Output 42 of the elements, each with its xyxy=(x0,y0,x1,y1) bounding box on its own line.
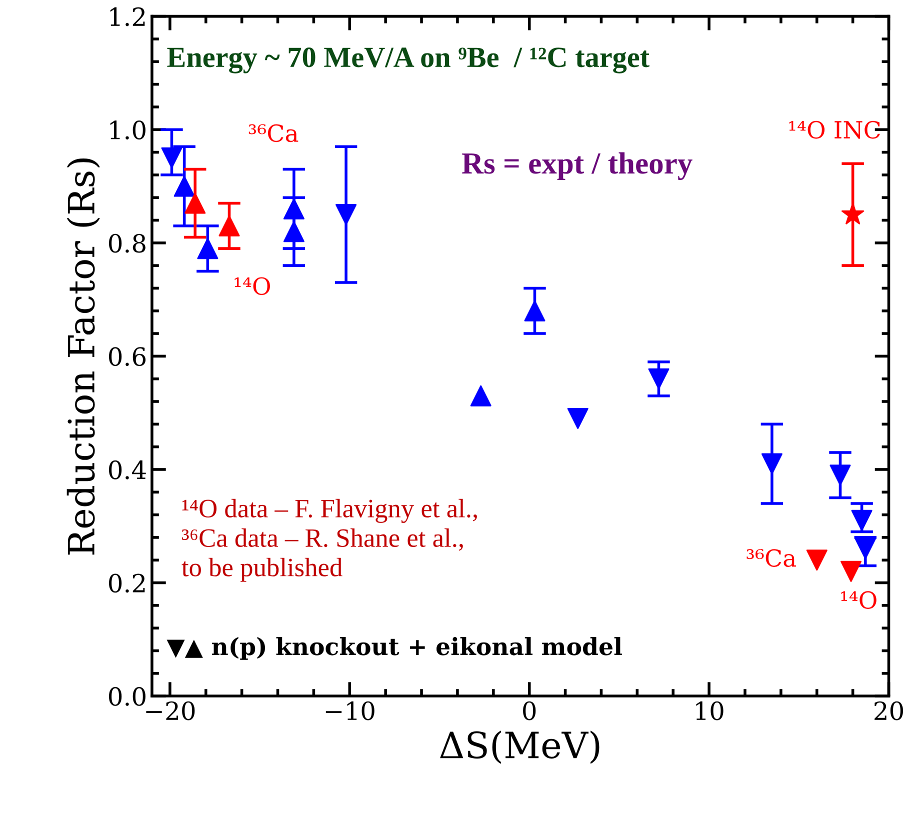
y-tick-label: 0.4 xyxy=(108,460,146,480)
annotation: ³⁶Ca xyxy=(746,549,796,567)
point xyxy=(830,464,851,486)
point xyxy=(184,192,206,214)
x-tick-label: 20 xyxy=(874,701,904,720)
x-tick-label: 10 xyxy=(696,701,724,720)
annotation: ¹⁴O xyxy=(841,591,876,609)
annotation: ¹⁴O data – F. Flavigny et al., ³⁶Ca data – R. Shane et al., to be published xyxy=(182,498,477,582)
point xyxy=(648,368,670,390)
point xyxy=(567,408,588,430)
y-axis-title: Reduction Factor (Rs) xyxy=(66,158,100,555)
y-tick-label: 0.8 xyxy=(108,234,146,253)
point xyxy=(197,238,218,260)
text: Energy ~ 70 MeV/A on ⁹Be / ¹²C target xyxy=(167,48,650,74)
point xyxy=(283,221,304,242)
y-tick-label: 0.6 xyxy=(108,347,146,366)
point xyxy=(806,550,828,571)
point xyxy=(524,300,546,322)
point xyxy=(470,385,492,406)
x-tick-label: −20 xyxy=(146,701,195,720)
point xyxy=(174,176,195,197)
x-axis-title: ΔS(MeV) xyxy=(440,730,600,764)
point xyxy=(761,453,782,474)
point xyxy=(218,215,240,236)
point xyxy=(851,510,872,531)
annotation: ¹⁴O xyxy=(234,277,270,296)
y-tick-label: 1.2 xyxy=(110,7,145,26)
x-tick-label: −10 xyxy=(326,701,374,720)
x-tick-label: 0 xyxy=(523,701,536,720)
y-tick-label: 0.0 xyxy=(108,686,146,706)
point xyxy=(840,560,862,582)
point xyxy=(283,198,304,220)
annotation: ▼▲ n(p) knockout + eikonal model xyxy=(166,637,622,660)
point xyxy=(854,538,876,560)
y-tick-label: 1.0 xyxy=(110,120,146,140)
point xyxy=(841,202,864,224)
point xyxy=(161,147,182,168)
annotation: ³⁶Ca xyxy=(248,124,298,142)
annotation: ¹⁴O INC xyxy=(789,120,880,139)
point xyxy=(336,204,357,226)
annotation: Rs = expt / theory xyxy=(462,152,692,180)
y-tick-label: 0.2 xyxy=(108,574,145,593)
